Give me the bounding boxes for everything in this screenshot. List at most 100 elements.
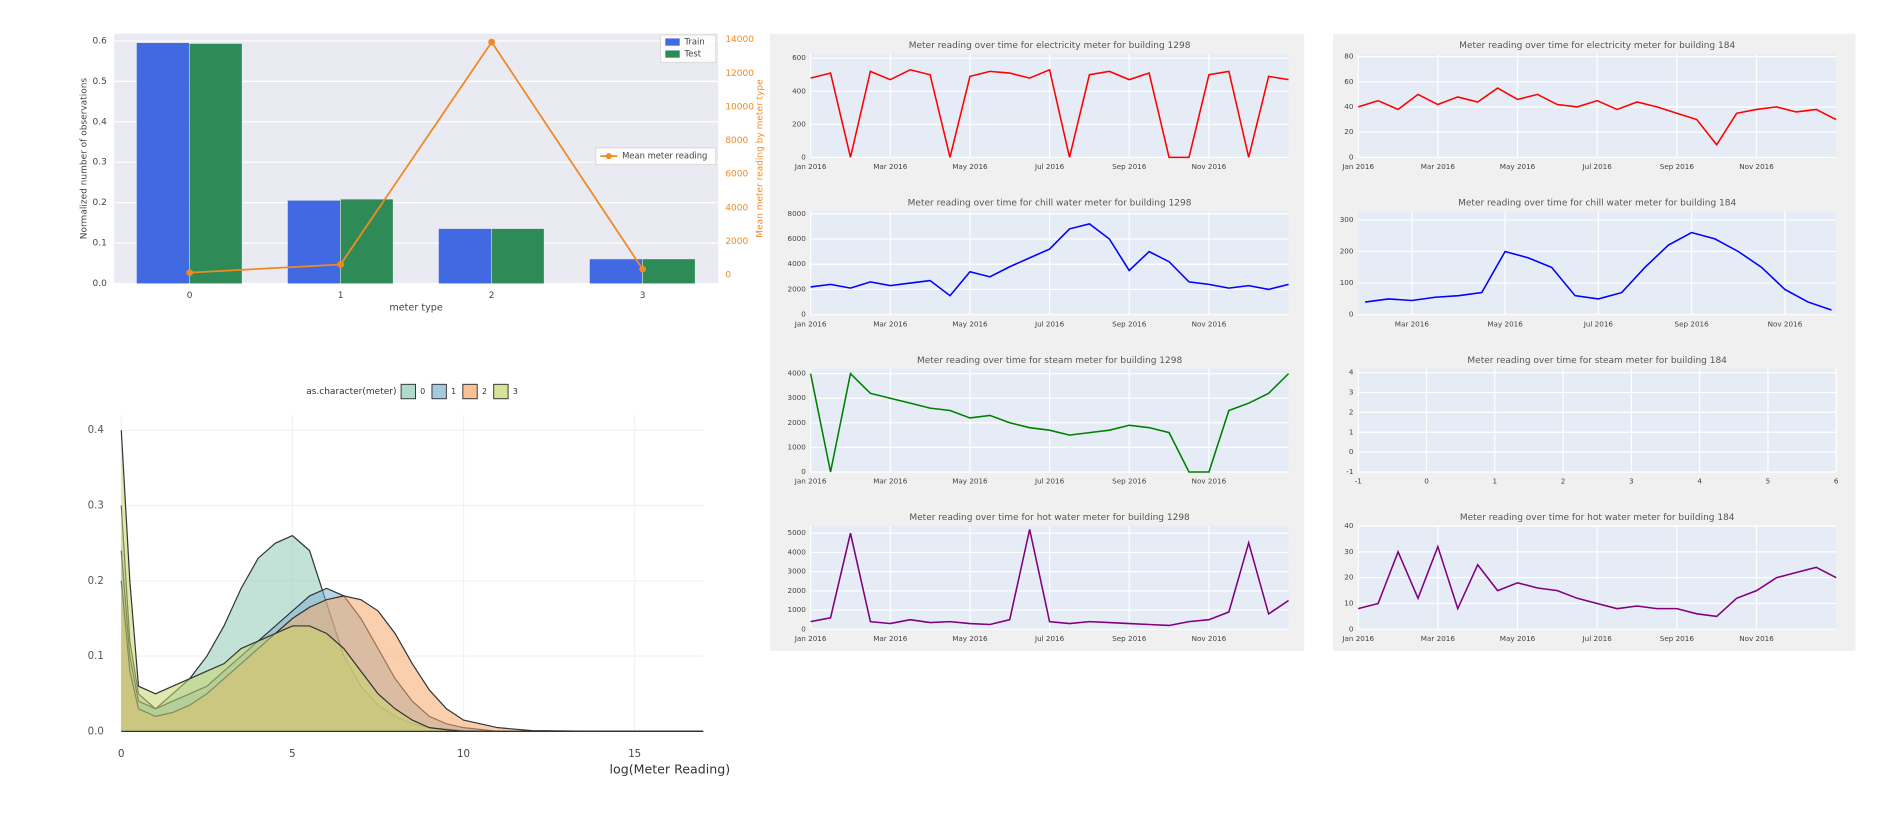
y-tick-label: 0 — [1349, 310, 1354, 319]
x-tick-label: Jul 2016 — [1034, 162, 1065, 171]
y-tick-label: 0 — [725, 271, 731, 281]
bar — [287, 200, 341, 284]
x-tick-label: Nov 2016 — [1739, 162, 1774, 171]
y-tick-label: 40 — [1344, 102, 1354, 111]
subplot-title: Meter reading over time for chill water … — [1458, 198, 1736, 208]
y-tick-label: 8000 — [725, 136, 748, 146]
x-tick-label: 3 — [1629, 477, 1634, 486]
subplot-title: Meter reading over time for steam meter … — [917, 356, 1182, 366]
y-tick-label: 2 — [1349, 407, 1354, 416]
line — [809, 372, 1290, 473]
y-tick-label: 400 — [792, 86, 806, 95]
line — [1357, 87, 1837, 147]
y-tick-label: 0 — [1349, 152, 1354, 161]
x-tick-label: May 2016 — [1487, 319, 1523, 328]
y-tick-label: 10000 — [725, 102, 754, 112]
legend-box — [595, 147, 717, 166]
x-tick-label: May 2016 — [952, 477, 988, 486]
bar — [438, 228, 492, 284]
x-tick-label: May 2016 — [1500, 634, 1536, 643]
x-tick-label: Jan 2016 — [1341, 162, 1374, 171]
x-tick-label: 5 — [1766, 477, 1771, 486]
x-tick-label: Jan 2016 — [794, 477, 827, 486]
x-tick-label: Sep 2016 — [1112, 634, 1147, 643]
y-tick-label: 0 — [801, 467, 806, 476]
x-tick-label: Nov 2016 — [1192, 319, 1227, 328]
y-tick-label: 0.5 — [93, 77, 107, 87]
y-tick-label: 30 — [1344, 547, 1354, 556]
x-tick-label: Jul 2016 — [1582, 634, 1613, 643]
y-tick-label: 6000 — [725, 170, 748, 180]
legend-swatch — [431, 383, 447, 400]
y-tick-label: 1000 — [788, 442, 807, 451]
x-tick-label: Jan 2016 — [794, 319, 827, 328]
line-marker — [639, 265, 646, 273]
x-tick-label: Jul 2016 — [1034, 477, 1065, 486]
x-tick-label: Sep 2016 — [1660, 634, 1695, 643]
x-tick-label: Nov 2016 — [1192, 477, 1227, 486]
legend-title: as.character(meter) — [306, 387, 396, 397]
x-tick-label: 6 — [1834, 477, 1839, 486]
legend-label: Test — [684, 49, 702, 59]
y-tick-label: 2000 — [788, 418, 807, 427]
legend-swatch — [462, 383, 478, 400]
line — [1365, 231, 1832, 311]
x-tick-label: 2 — [1561, 477, 1566, 486]
x-axis-label: meter type — [389, 302, 442, 313]
x-tick-label: Mar 2016 — [1421, 162, 1456, 171]
y-axis-label: Normalized number of observations — [80, 78, 90, 240]
y-tick-label: 60 — [1344, 77, 1354, 86]
y-tick-label: 200 — [792, 119, 806, 128]
x-tick-label: Jan 2016 — [794, 634, 827, 643]
x-tick-label: Nov 2016 — [1739, 634, 1774, 643]
y-tick-label: 4 — [1349, 368, 1354, 377]
y-tick-label: 40 — [1344, 521, 1354, 530]
y-tick-label: 0.6 — [93, 36, 108, 46]
x-tick-label: 2 — [489, 291, 495, 301]
y-tick-label: 0.1 — [88, 651, 104, 662]
legend-swatch — [400, 383, 416, 400]
y-tick-label: 10 — [1344, 598, 1354, 607]
y-tick-label: 0 — [1349, 624, 1354, 633]
y-tick-label: 2000 — [788, 586, 807, 595]
line — [189, 40, 644, 274]
y-tick-label: 3000 — [788, 567, 807, 576]
y-tick-label: 20 — [1344, 573, 1354, 582]
plot-background — [1358, 368, 1837, 472]
legend-label: Train — [684, 37, 705, 47]
x-tick-label: 10 — [457, 749, 470, 760]
x-tick-label: Mar 2016 — [873, 162, 908, 171]
x-tick-label: 0 — [187, 291, 193, 301]
x-tick-label: Jul 2016 — [1034, 634, 1065, 643]
x-tick-label: Jan 2016 — [1341, 634, 1374, 643]
x-tick-label: Nov 2016 — [1192, 162, 1227, 171]
area-fill — [121, 430, 704, 732]
y-tick-label: 0.3 — [93, 158, 107, 168]
y-tick-label: 4000 — [788, 547, 807, 556]
y-tick-label: 0.2 — [88, 576, 104, 587]
y-tick-label: 0 — [1349, 447, 1354, 456]
subplot-title: Meter reading over time for hot water me… — [1460, 513, 1735, 523]
y-tick-label: 3 — [1349, 388, 1354, 397]
legend-swatch — [665, 38, 680, 46]
y-tick-label: 100 — [1340, 278, 1354, 287]
x-tick-label: Jul 2016 — [1034, 319, 1065, 328]
y-tick-label: 4000 — [788, 259, 807, 268]
x-tick-label: Sep 2016 — [1675, 319, 1710, 328]
x-tick-label: Sep 2016 — [1660, 162, 1695, 171]
x-tick-label: Jul 2016 — [1583, 319, 1614, 328]
subplot-title: Meter reading over time for electricity … — [909, 41, 1191, 51]
y-tick-label: 12000 — [725, 69, 754, 79]
x-tick-label: Jan 2016 — [794, 162, 827, 171]
x-tick-label: 0 — [118, 749, 124, 760]
x-tick-label: 4 — [1697, 477, 1702, 486]
line — [810, 68, 1289, 159]
legend-label: 2 — [482, 387, 487, 396]
line — [1358, 544, 1837, 618]
y-tick-label: 4000 — [725, 203, 748, 213]
x-tick-label: Nov 2016 — [1768, 319, 1803, 328]
legend-label: 0 — [420, 387, 425, 396]
legend-marker — [605, 153, 612, 160]
x-tick-label: Nov 2016 — [1192, 634, 1227, 643]
